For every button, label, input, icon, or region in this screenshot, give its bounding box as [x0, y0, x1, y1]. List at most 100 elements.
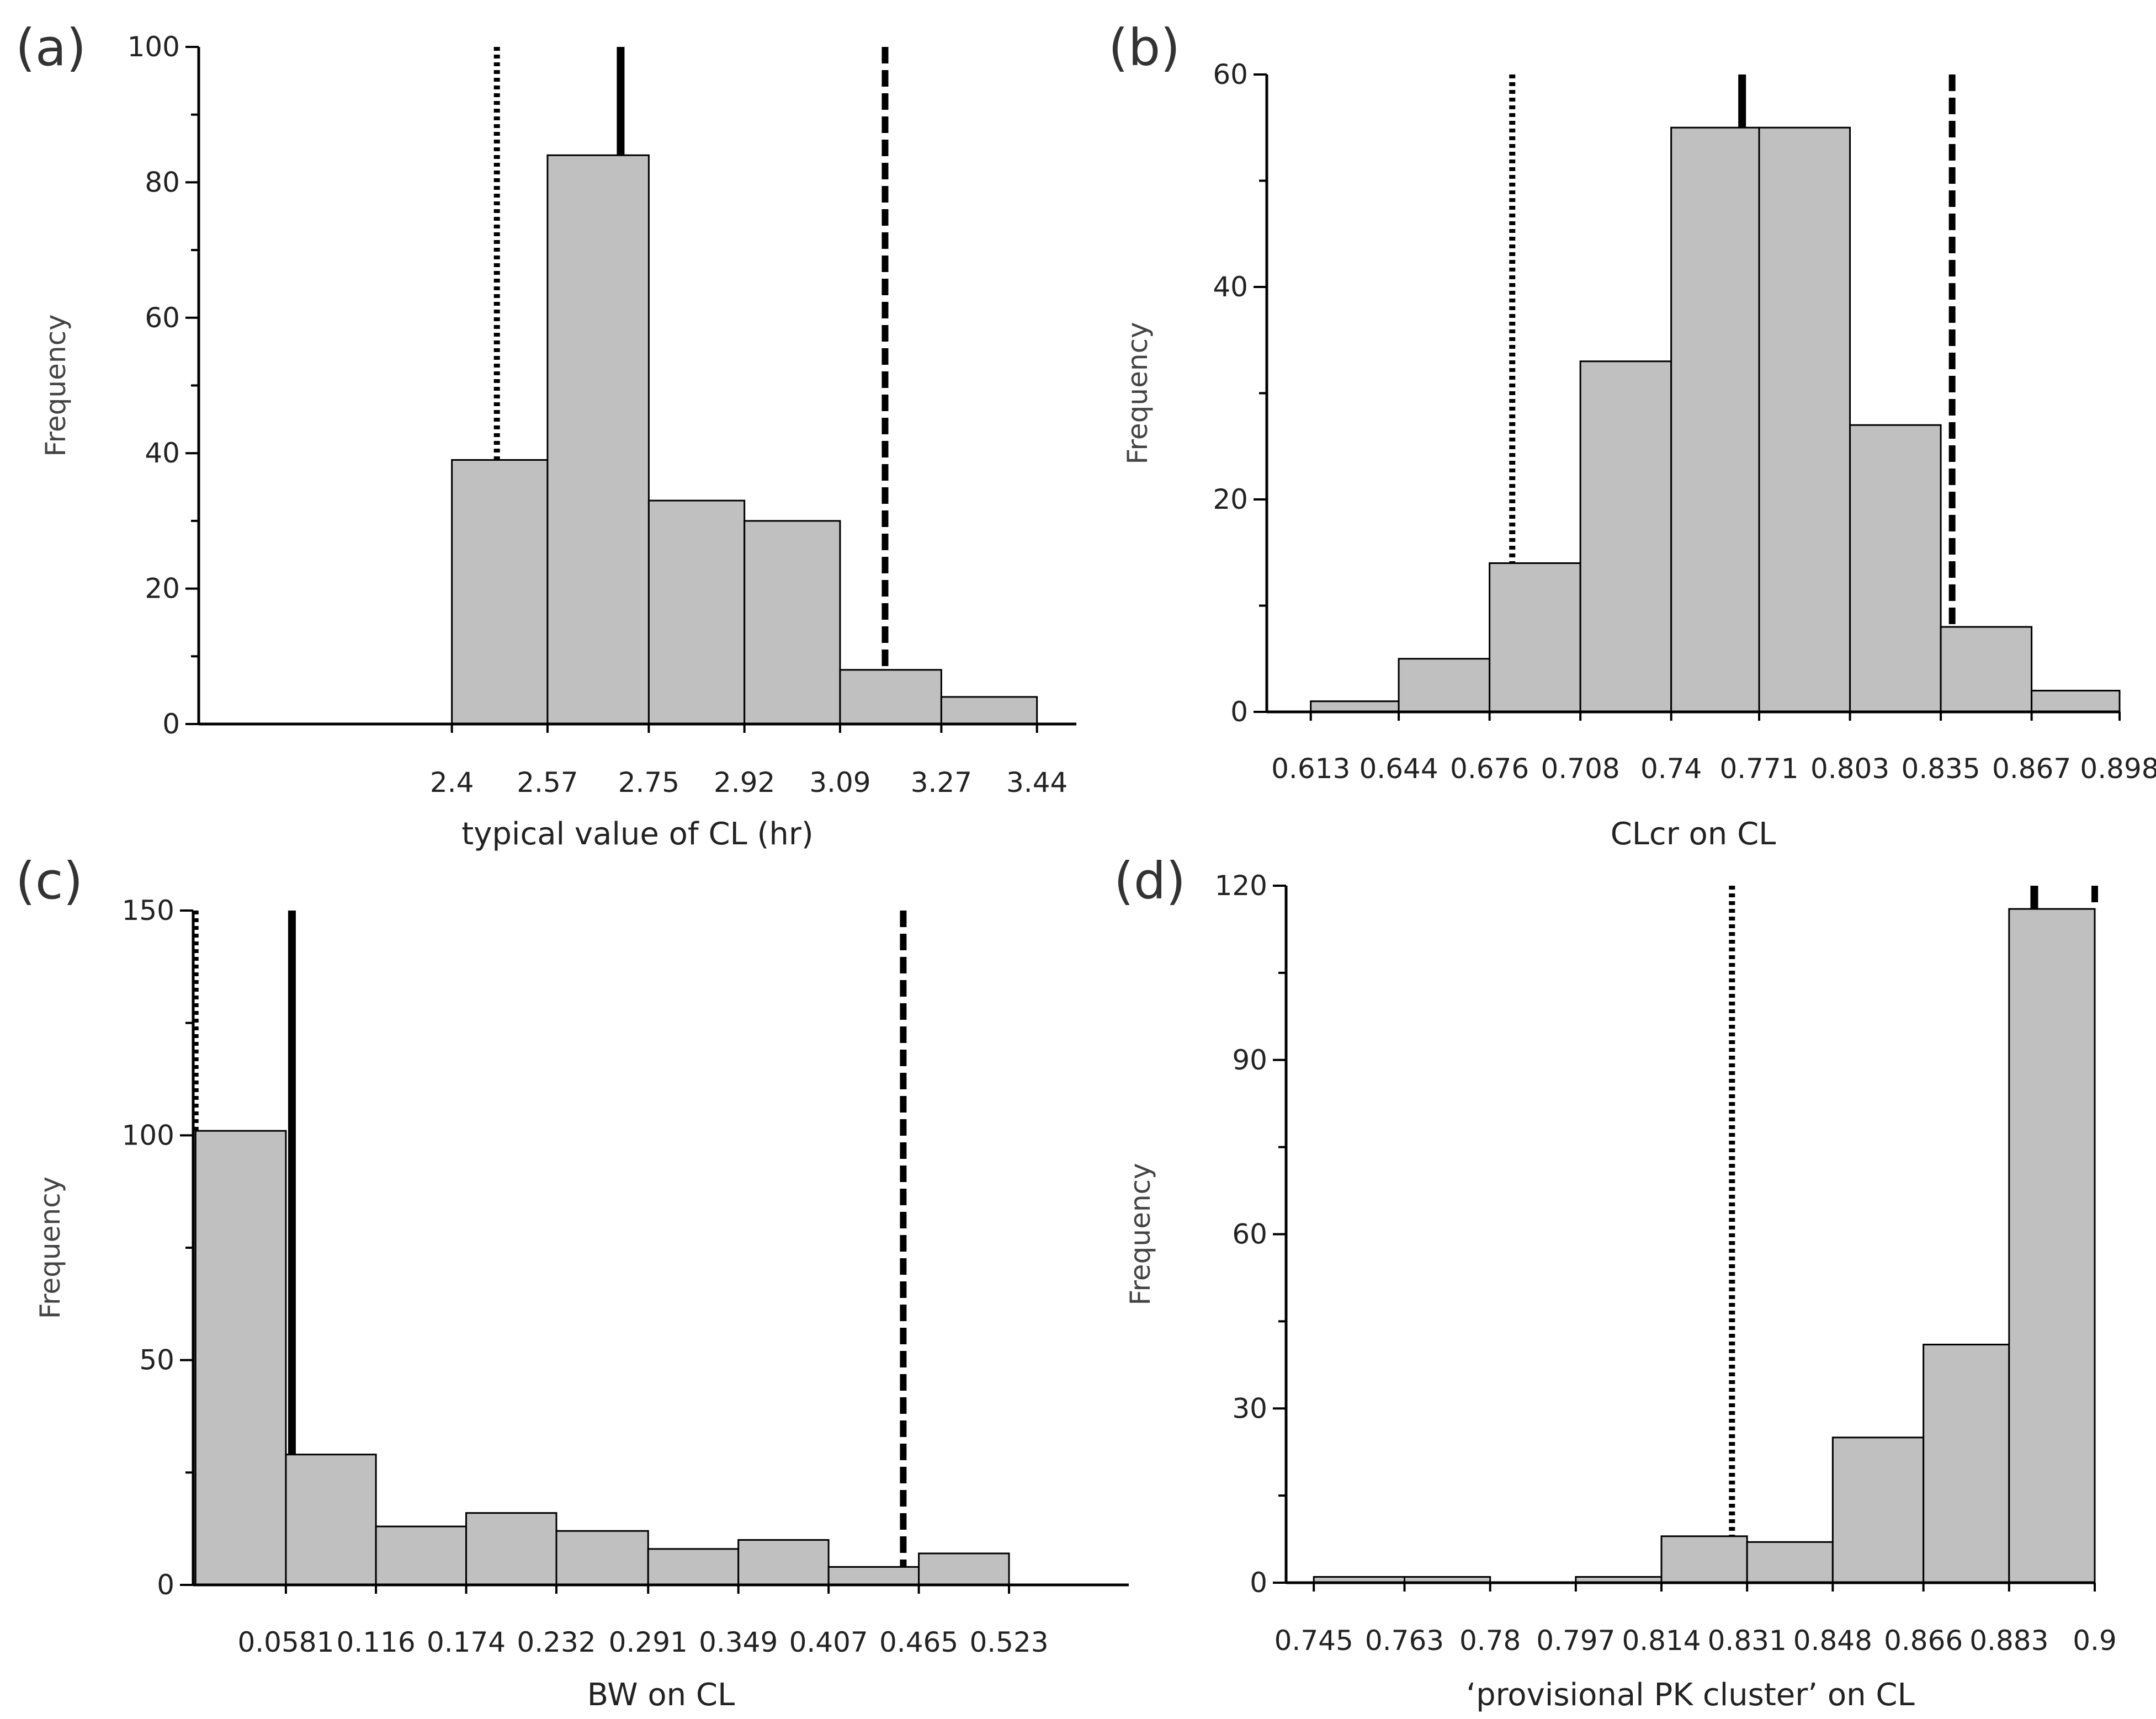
x-tick-label: 2.75 [618, 767, 679, 799]
x-tick-label: 0.407 [789, 1626, 868, 1658]
x-tick-label: 0.9 [2073, 1625, 2117, 1657]
panel-letter-c: (c) [15, 851, 83, 911]
histogram-bar [1831, 1436, 1925, 1584]
y-tick-label: 60 [1213, 58, 1248, 91]
histogram-bar [647, 1548, 740, 1586]
histogram-bar [1310, 700, 1400, 713]
x-tick-label: 0.74 [1640, 753, 1702, 785]
histogram-bar [744, 520, 841, 725]
histogram-bar [1660, 1535, 1748, 1584]
panel-letter-d: (d) [1114, 851, 1186, 911]
x-tick-label: 0.0581 [237, 1626, 334, 1658]
x-tick-label: 0.831 [1708, 1625, 1787, 1657]
y-tick-label: 40 [145, 437, 180, 469]
y-tick-label: 60 [145, 302, 180, 334]
histogram-bar [555, 1530, 649, 1586]
x-tick-label: 0.613 [1271, 753, 1350, 785]
x-tick-label: 0.835 [1902, 753, 1980, 785]
x-tick-label: 0.814 [1622, 1625, 1701, 1657]
y-tick-label: 0 [162, 708, 180, 740]
x-tick-label: 3.09 [809, 767, 870, 799]
histogram-bar [1489, 562, 1581, 713]
histogram-bar [1670, 126, 1760, 713]
x-tick-label: 0.898 [2080, 753, 2156, 785]
x-tick-label: 0.116 [337, 1626, 416, 1658]
y-tick-label: 0 [1250, 1567, 1267, 1599]
histogram-bar [2031, 690, 2121, 713]
histogram-bar [1940, 626, 2033, 713]
x-axis-title: typical value of CL (hr) [461, 816, 814, 852]
histogram-bar [940, 696, 1038, 725]
x-tick-label: 0.708 [1541, 753, 1620, 785]
histogram-panel-c: 0 50 100 150 0.0581 0.116 0.174 0.232 0.291 0.349… [34, 895, 1129, 1713]
x-tick-label: 0.763 [1365, 1625, 1444, 1657]
histogram-panel-b: 0 20 40 60 0.613 0.644 0.676 0.708 0.74 0.771 0.80… [1122, 58, 2156, 852]
panel-letter-a: (a) [15, 18, 86, 77]
x-tick-label: 3.27 [911, 767, 972, 799]
x-tick-label: 3.44 [1006, 767, 1068, 799]
x-tick-label: 0.174 [427, 1626, 506, 1658]
histogram-bar [1746, 1541, 1834, 1584]
x-axis-title: CLcr on CL [1611, 816, 1776, 852]
histogram-bar [918, 1552, 1010, 1586]
x-axis-title: BW on CL [587, 1677, 735, 1713]
x-tick-label: 0.232 [517, 1626, 596, 1658]
histogram-bar [1923, 1343, 2010, 1584]
x-tick-label: 0.883 [1969, 1625, 2048, 1657]
y-axis-title: Frequency [40, 314, 72, 456]
histogram-bar [647, 499, 746, 725]
y-tick-label: 60 [1232, 1218, 1267, 1250]
y-tick-label: 0 [157, 1569, 174, 1601]
x-tick-label: 0.465 [879, 1626, 958, 1658]
x-tick-label: 0.848 [1793, 1625, 1872, 1657]
histogram-bar [1398, 658, 1491, 713]
histogram-bar [194, 1130, 287, 1586]
histogram-bar [2008, 908, 2096, 1584]
histogram-bar [465, 1512, 557, 1586]
x-tick-label: 0.78 [1459, 1625, 1521, 1657]
y-tick-label: 20 [1213, 483, 1248, 515]
y-tick-label: 90 [1232, 1044, 1267, 1076]
histogram-bar [375, 1525, 468, 1586]
histogram-bar [546, 154, 650, 725]
histogram-bar [839, 669, 942, 725]
x-tick-label: 0.866 [1884, 1625, 1963, 1657]
histogram-bar [1579, 360, 1672, 713]
panel-letter-b: (b) [1108, 18, 1180, 77]
y-tick-label: 80 [145, 166, 180, 198]
histogram-bar [1849, 424, 1942, 713]
x-tick-label: 0.676 [1450, 753, 1529, 785]
y-tick-label: 50 [139, 1344, 174, 1376]
x-axis-title: ‘provisional PK cluster’ on CL [1466, 1677, 1914, 1713]
x-tick-label: 2.4 [430, 767, 474, 799]
y-tick-label: 150 [122, 895, 174, 927]
x-tick-label: 0.771 [1719, 753, 1798, 785]
x-tick-label: 0.291 [609, 1626, 688, 1658]
y-tick-label: 100 [122, 1119, 174, 1151]
histogram-bar [285, 1454, 377, 1586]
y-tick-label: 0 [1230, 696, 1248, 728]
y-axis-title: Frequency [1124, 1163, 1156, 1305]
histogram-bar [1758, 126, 1851, 713]
x-tick-label: 0.867 [1992, 753, 2071, 785]
histogram-bar [451, 459, 549, 725]
x-tick-label: 0.745 [1275, 1625, 1353, 1657]
y-axis-title: Frequency [1122, 322, 1154, 464]
y-tick-label: 40 [1213, 271, 1248, 303]
x-tick-label: 0.644 [1360, 753, 1438, 785]
x-tick-label: 2.57 [517, 767, 578, 799]
y-axis-title: Frequency [34, 1177, 66, 1319]
y-tick-label: 30 [1232, 1392, 1267, 1424]
x-tick-label: 0.803 [1810, 753, 1889, 785]
y-tick-label: 120 [1215, 870, 1267, 902]
y-tick-label: 20 [145, 573, 180, 605]
histogram-panel-a: 0 20 40 60 80 100 2.4 2.57 2.75 2.92 3.09 3.27 3.44 t… [40, 31, 1076, 852]
x-tick-label: 0.797 [1536, 1625, 1615, 1657]
histogram-bar [827, 1566, 920, 1586]
histogram-bar [737, 1539, 830, 1586]
x-tick-label: 0.523 [969, 1626, 1048, 1658]
x-tick-label: 0.349 [699, 1626, 778, 1658]
y-tick-label: 100 [128, 31, 180, 63]
